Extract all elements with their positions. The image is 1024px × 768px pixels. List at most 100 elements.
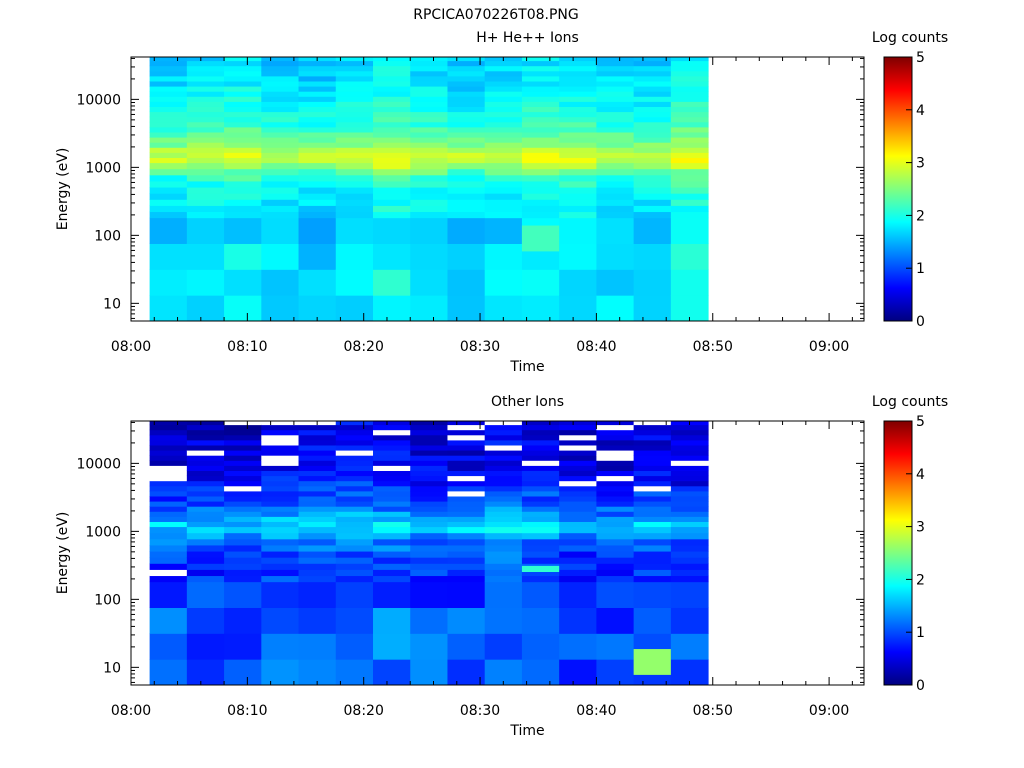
heatmap-cell — [224, 480, 262, 487]
heatmap-cell — [596, 60, 635, 67]
heatmap-cell — [447, 126, 486, 133]
heatmap-cell — [447, 563, 486, 570]
heatmap-cell — [224, 607, 262, 634]
heatmap-cell — [149, 199, 188, 206]
heatmap-cell — [298, 65, 337, 72]
heatmap-cell — [484, 168, 523, 176]
heatmap-cell — [484, 199, 523, 206]
heatmap-cell — [149, 490, 188, 497]
heatmap-cell — [596, 429, 635, 436]
heatmap-cell — [484, 193, 523, 200]
heatmap-cell — [484, 465, 523, 471]
heatmap-cell — [149, 659, 188, 686]
heatmap-cell — [484, 180, 523, 188]
heatmap-cell — [484, 101, 523, 107]
heatmap-cell — [224, 563, 262, 570]
heatmap-cell — [484, 142, 523, 148]
heatmap-cell — [186, 187, 225, 194]
heatmap-cell — [298, 187, 337, 194]
heatmap-cell — [335, 137, 374, 143]
heatmap-cell — [186, 147, 225, 153]
heatmap-cell — [373, 526, 411, 534]
heatmap-cell — [261, 480, 300, 487]
heatmap-cell — [633, 421, 672, 426]
heatmap-cell — [559, 126, 597, 133]
heatmap-cell — [149, 439, 188, 446]
heatmap-cell — [298, 70, 337, 77]
heatmap-cell — [261, 217, 300, 244]
y-axis-label: Energy (eV) — [55, 512, 71, 595]
heatmap-cell — [186, 480, 225, 487]
heatmap-cell — [521, 659, 560, 686]
heatmap-cell — [298, 116, 337, 123]
heatmap-cell — [484, 131, 523, 138]
heatmap-cell — [410, 131, 448, 138]
heatmap-cell — [298, 75, 337, 82]
heatmap-cell — [149, 217, 188, 244]
heatmap-cell — [298, 470, 337, 477]
heatmap-cell — [224, 217, 262, 244]
heatmap-cell — [633, 147, 672, 153]
heatmap-cell — [410, 544, 448, 552]
heatmap-cell — [596, 501, 635, 507]
heatmap-cell — [224, 511, 262, 517]
heatmap-cell — [261, 450, 300, 456]
heatmap-cell — [335, 424, 374, 431]
y-axis: 10 100 1000 10000 Energy (eV) — [55, 57, 864, 319]
heatmap-cell — [559, 137, 597, 143]
heatmap-cell — [186, 80, 225, 87]
heatmap-cell — [559, 121, 597, 128]
heatmap-cell — [335, 460, 374, 466]
heatmap-cell — [447, 424, 486, 431]
heatmap-cell — [224, 80, 262, 87]
heatmap-cell — [596, 152, 635, 158]
heatmap-cell — [224, 455, 262, 461]
heatmap-cell — [335, 581, 374, 608]
heatmap-cell — [521, 111, 560, 118]
colorbar-gradient — [883, 420, 913, 686]
heatmap-cell — [261, 295, 300, 322]
heatmap-cell — [559, 526, 597, 534]
heatmap-cell — [484, 91, 523, 97]
heatmap-cell — [186, 101, 225, 107]
heatmap-cell — [298, 532, 337, 540]
heatmap-cell — [484, 157, 523, 164]
heatmap-cell — [149, 538, 188, 546]
x-tick-label: 08:40 — [576, 703, 616, 719]
heatmap-cell — [670, 470, 709, 477]
heatmap-cell — [596, 633, 635, 660]
heatmap-cell — [633, 162, 672, 170]
heatmap-cell — [261, 495, 300, 502]
heatmap-cell — [261, 211, 300, 219]
heatmap-cell — [186, 455, 225, 461]
heatmap-cell — [335, 526, 374, 534]
heatmap-cell — [447, 444, 486, 451]
heatmap-cell — [261, 485, 300, 492]
heatmap-cell — [186, 86, 225, 92]
heatmap-cell — [521, 439, 560, 446]
heatmap-cell — [484, 137, 523, 143]
heatmap-cell — [224, 538, 262, 546]
heatmap-cell — [410, 470, 448, 477]
heatmap-cell — [633, 465, 672, 471]
heatmap-cell — [670, 516, 709, 522]
heatmap-cell — [447, 511, 486, 517]
heatmap-cell — [335, 521, 374, 528]
heatmap-cell — [559, 633, 597, 660]
heatmap-cell — [559, 106, 597, 113]
heatmap-cell — [261, 126, 300, 133]
heatmap-cell — [633, 444, 672, 451]
colorbar-tick-label: 2 — [916, 572, 925, 588]
heatmap-cell — [410, 506, 448, 512]
heatmap-cell — [559, 434, 597, 441]
heatmap-cell — [373, 434, 411, 441]
heatmap-cell — [261, 490, 300, 497]
heatmap-cell — [447, 475, 486, 482]
heatmap-cell — [670, 116, 709, 123]
heatmap-cell — [484, 147, 523, 153]
heatmap-cell — [596, 581, 635, 608]
heatmap-cell — [224, 157, 262, 164]
heatmap-cell — [373, 157, 411, 164]
heatmap-cell — [373, 444, 411, 451]
heatmap-cell — [521, 526, 560, 534]
